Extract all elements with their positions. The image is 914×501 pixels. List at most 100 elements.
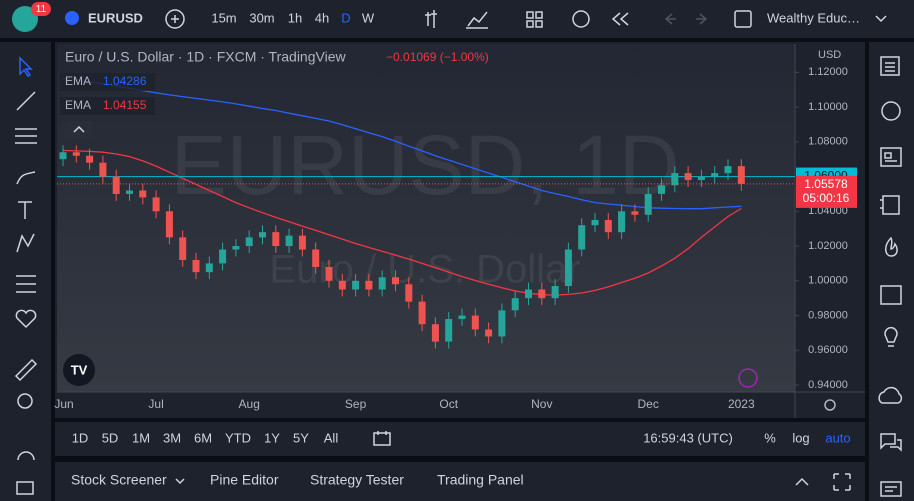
candle-body [325,266,333,281]
panel-tab[interactable]: Stock Screener [71,472,167,488]
range-button[interactable]: 3M [163,430,181,445]
candle-body [405,284,413,302]
layout-name[interactable]: Wealthy Educ… [767,10,860,25]
candle-body [471,315,479,330]
countdown: 05:00:16 [803,191,850,205]
candle-body [618,211,626,233]
candle-body [498,310,506,337]
range-button[interactable]: All [324,430,339,445]
pattern-tool[interactable] [16,233,35,253]
notifications-icon[interactable] [880,481,902,497]
settings-icon[interactable] [824,399,836,411]
brush-tool[interactable] [16,171,36,185]
interval[interactable]: 4h [315,10,329,25]
screener-dropdown[interactable] [175,478,185,485]
chart-type-icon[interactable] [425,10,437,28]
tab-group: Stock Screener Pine Editor Strategy Tester… [71,472,524,488]
top-bar [0,0,914,38]
measure-tool[interactable] [14,358,38,382]
layout-icon [526,20,534,28]
candle-body [139,190,147,198]
range-button[interactable]: 1M [132,430,150,445]
hotlists-icon[interactable] [885,236,898,257]
x-tick-label: Nov [531,397,552,411]
panel-tabs-bar [55,462,865,501]
candle-body [445,319,453,342]
symbol[interactable]: EURUSD [88,10,143,25]
alerts-icon[interactable] [881,101,901,121]
tv-logo[interactable] [63,354,95,386]
range-button[interactable]: 5Y [293,430,309,445]
interval-group: 15m 30m 1h 4h D W [211,10,375,25]
fib-tool[interactable] [15,128,37,144]
candle-body [179,237,187,260]
news-icon[interactable] [880,147,902,167]
dropdown-icon[interactable] [875,15,887,23]
range-button[interactable]: 5D [102,430,119,445]
chats-icon[interactable] [880,433,902,452]
redo-icon[interactable] [696,13,708,25]
interval[interactable]: W [362,10,375,25]
interval[interactable]: 30m [249,10,274,25]
y-tick-label: 0.94000 [808,379,848,391]
watchlist-icon[interactable] [880,56,900,76]
candle-body [99,162,107,177]
ideas-icon[interactable] [884,327,898,347]
scale-option[interactable]: auto [825,430,850,445]
candle-body [232,246,240,250]
panel-tab[interactable]: Pine Editor [210,472,279,488]
replay-icon[interactable] [611,12,629,26]
expand-icon[interactable] [795,477,809,486]
date-range-icon[interactable] [373,431,391,446]
interval[interactable]: 1h [288,10,302,25]
lock-tool[interactable] [16,481,34,495]
events-icon[interactable] [738,368,758,388]
change: −0.01069 (−1.00%) [386,50,489,64]
candle-body [551,286,559,299]
interval[interactable]: 15m [211,10,236,25]
add-symbol[interactable] [165,9,185,29]
scale-option[interactable]: log [792,430,809,445]
symbol-icon [65,11,79,25]
indicators-icon[interactable] [466,11,488,29]
plot-layer [57,77,795,349]
calendar-icon[interactable] [880,285,902,305]
candle-body [285,235,293,247]
range-button[interactable]: 1Y [264,430,280,445]
avatar[interactable] [12,6,38,32]
cursor-tool[interactable] [19,56,33,77]
layout-checkbox[interactable] [734,10,752,28]
alert-icon[interactable] [572,10,590,28]
legend-name[interactable]: EMA [65,74,91,88]
trendline-tool[interactable] [16,91,36,111]
layout-icon [535,11,543,19]
candle-body [245,237,253,247]
data-window-icon[interactable] [880,195,900,215]
range-button[interactable]: 1D [72,430,89,445]
magnet-tool[interactable] [17,451,35,461]
interval[interactable]: D [341,10,350,25]
zoom-tool[interactable] [17,393,33,409]
collapse-icon [73,125,85,133]
maximize-icon[interactable] [833,473,851,491]
collapse-legend[interactable] [65,121,93,139]
streams-icon[interactable] [878,386,903,404]
favorites-tool[interactable] [15,309,37,329]
text-tool[interactable] [18,201,32,219]
layout-icon[interactable] [526,11,534,19]
legend-name[interactable]: EMA [65,98,91,112]
plot-area[interactable] [57,44,795,392]
range-button[interactable]: 6M [194,430,212,445]
candle-body [431,324,439,342]
prediction-tool[interactable] [16,275,36,293]
currency[interactable]: USD [818,49,841,61]
panel-tab[interactable]: Trading Panel [437,472,524,488]
candle-body [219,249,227,264]
panel-tab[interactable]: Strategy Tester [310,472,404,488]
range-button[interactable]: YTD [225,430,251,445]
scale-option[interactable]: % [764,430,776,445]
undo-icon[interactable] [664,13,676,25]
clock: 16:59:43 (UTC) [643,430,733,445]
candle-body [272,232,280,247]
